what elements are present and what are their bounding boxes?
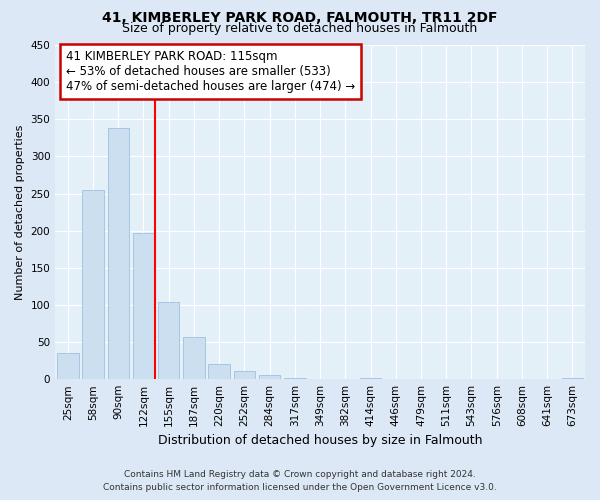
Bar bbox=[562, 378, 583, 379]
Bar bbox=[107, 128, 129, 379]
Text: Size of property relative to detached houses in Falmouth: Size of property relative to detached ho… bbox=[122, 22, 478, 35]
Bar bbox=[233, 371, 255, 379]
Bar bbox=[284, 378, 305, 379]
Bar bbox=[360, 378, 381, 379]
Y-axis label: Number of detached properties: Number of detached properties bbox=[15, 124, 25, 300]
Text: 41, KIMBERLEY PARK ROAD, FALMOUTH, TR11 2DF: 41, KIMBERLEY PARK ROAD, FALMOUTH, TR11 … bbox=[102, 11, 498, 25]
Text: 41 KIMBERLEY PARK ROAD: 115sqm
← 53% of detached houses are smaller (533)
47% of: 41 KIMBERLEY PARK ROAD: 115sqm ← 53% of … bbox=[66, 50, 355, 93]
Text: Contains HM Land Registry data © Crown copyright and database right 2024.
Contai: Contains HM Land Registry data © Crown c… bbox=[103, 470, 497, 492]
Bar bbox=[82, 190, 104, 379]
Bar bbox=[259, 376, 280, 379]
X-axis label: Distribution of detached houses by size in Falmouth: Distribution of detached houses by size … bbox=[158, 434, 482, 448]
Bar bbox=[133, 233, 154, 379]
Bar bbox=[57, 353, 79, 379]
Bar bbox=[208, 364, 230, 379]
Bar bbox=[183, 337, 205, 379]
Bar bbox=[158, 302, 179, 379]
